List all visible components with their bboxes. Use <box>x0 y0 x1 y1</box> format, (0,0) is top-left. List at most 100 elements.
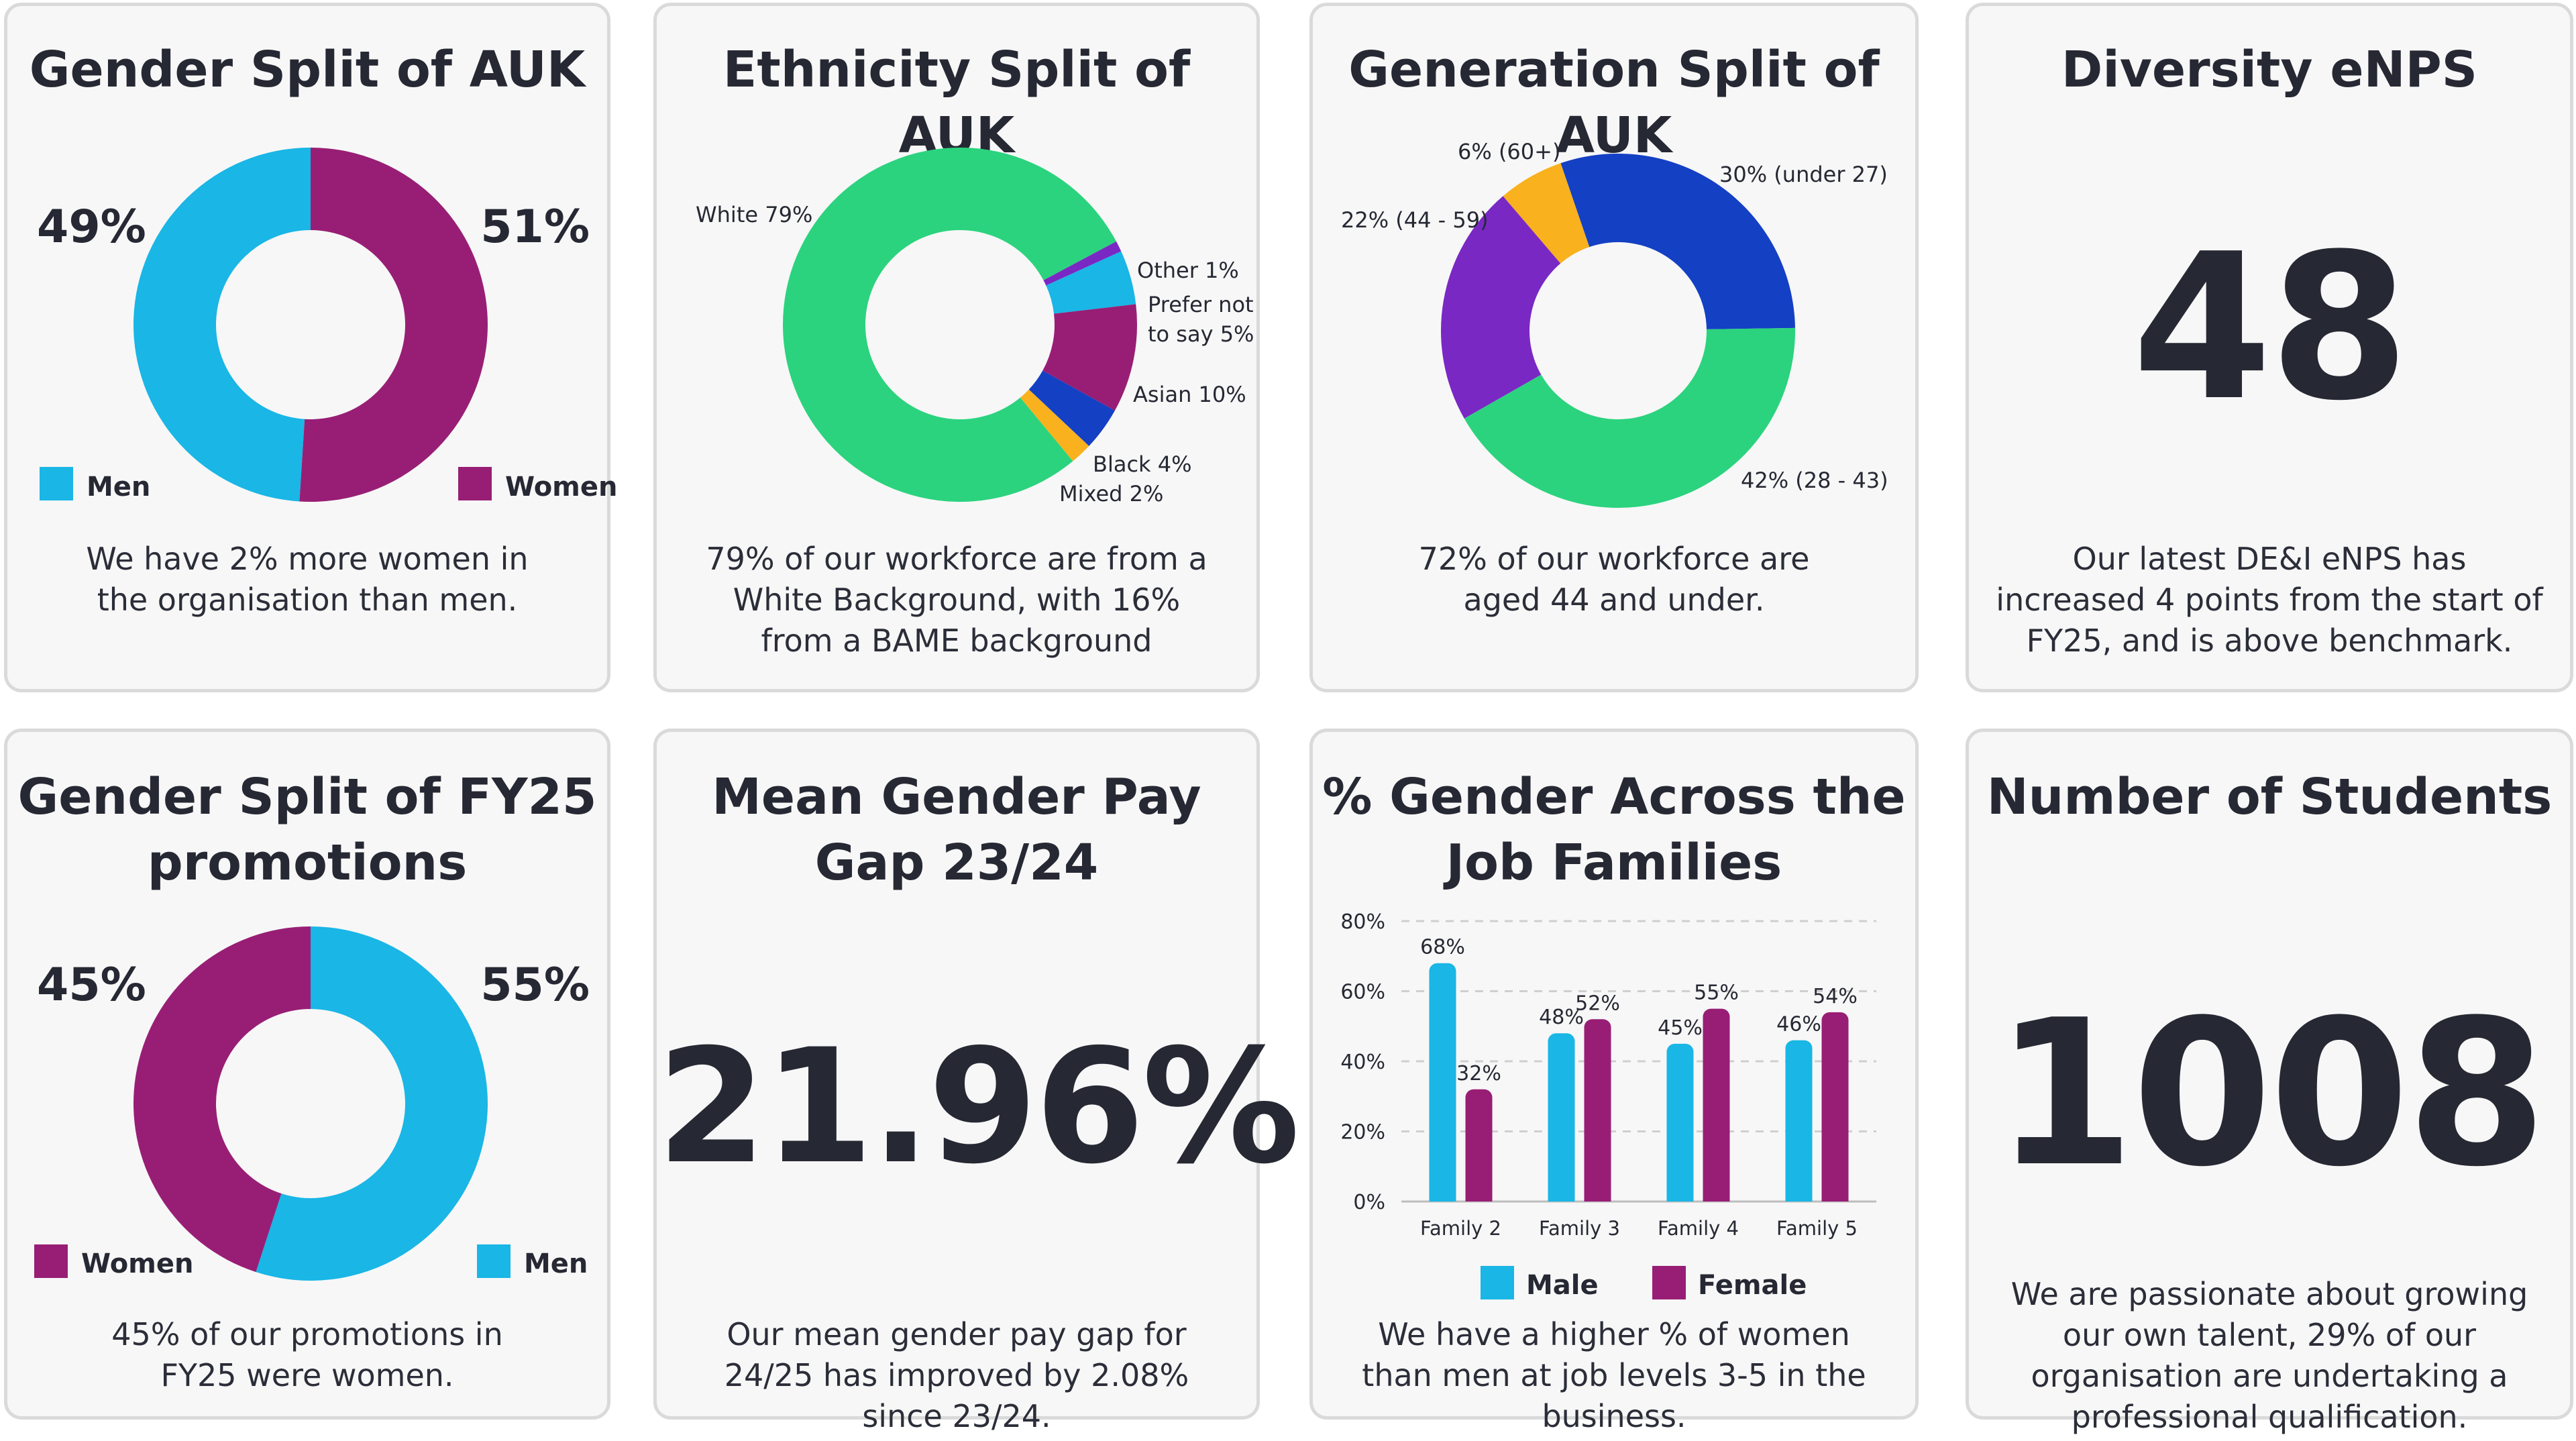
slice-60 <box>1503 163 1590 264</box>
card-number-of-students: Number of Students 1008 We are passionat… <box>1966 729 2573 1435</box>
legend-swatch-female <box>1652 1266 1686 1299</box>
label-44-59: 22% (44 - 59) <box>1341 207 1489 233</box>
bar-female-family-4 <box>1703 1008 1730 1202</box>
data-label-male-family-3: 48% <box>1539 1006 1584 1029</box>
data-label-female-family-3: 52% <box>1575 992 1620 1015</box>
bar-base-female-family-4 <box>1703 1192 1730 1202</box>
data-label-female-family-2: 32% <box>1456 1062 1501 1085</box>
x-tick-label: Family 4 <box>1658 1217 1739 1240</box>
label-60-plus: 6% (60+) <box>1458 139 1560 164</box>
data-label-female-family-5: 54% <box>1813 985 1858 1008</box>
bar-base-male-family-4 <box>1666 1192 1694 1202</box>
legend-label-men: Men <box>87 472 150 502</box>
card-description: Our latest DE&I eNPS has increased 4 poi… <box>1996 541 2543 659</box>
slice-white <box>783 147 1117 502</box>
legend-swatch-women <box>34 1244 68 1278</box>
slice-under-27 <box>1560 154 1795 329</box>
card-gender-split-auk: Gender Split of AUK 49% 51% Men Women We ha… <box>4 3 617 692</box>
legend-label-men: Men <box>524 1248 588 1279</box>
card-description: We have a higher % of women than men at … <box>1362 1316 1866 1434</box>
card-description: We have 2% more women in the organisatio… <box>86 541 529 618</box>
y-tick-label: 20% <box>1340 1121 1385 1144</box>
generation-donut-chart: 30% (under 27) 42% (28 - 43) 22% (44 - 59)… <box>1341 139 1888 509</box>
slice-prefer-not-to-say <box>1046 251 1136 314</box>
card-gender-job-families: % Gender Across the Job Families 0% 20% 40… <box>1309 729 1919 1434</box>
card-title-line-1: Gender Split of FY25 <box>17 768 597 826</box>
label-other: Other 1% <box>1137 258 1239 283</box>
bar-base-female-family-2 <box>1465 1192 1493 1202</box>
label-prefer-not-line-2: to say 5% <box>1148 321 1254 347</box>
label-women-pct: 51% <box>480 201 590 254</box>
card-title: Ethnicity Split of AUK <box>722 41 1191 164</box>
gender-donut-chart: 49% 51% Men Women <box>37 148 617 502</box>
legend-label-male: Male <box>1526 1270 1599 1301</box>
label-black: Black 4% <box>1093 451 1192 477</box>
card-description: 79% of our workforce are from a White Ba… <box>706 541 1208 659</box>
slice-black <box>1028 370 1115 446</box>
bar-male-family-4 <box>1666 1043 1694 1202</box>
slice-mixed <box>1020 389 1089 462</box>
y-tick-label: 0% <box>1353 1191 1385 1214</box>
data-label-male-family-5: 46% <box>1776 1013 1821 1036</box>
slice-asian <box>1042 304 1137 411</box>
bar-male-family-2 <box>1429 963 1456 1202</box>
enps-value: 48 <box>2132 211 2409 445</box>
legend-swatch-male <box>1481 1266 1514 1299</box>
y-tick-label: 60% <box>1340 981 1385 1004</box>
bar-female-family-3 <box>1584 1019 1611 1202</box>
data-label-female-family-4: 55% <box>1694 981 1739 1005</box>
label-mixed: Mixed 2% <box>1059 481 1163 506</box>
legend-label-women: Women <box>505 472 617 502</box>
legend-label-female: Female <box>1698 1270 1807 1301</box>
bar-female-family-2 <box>1465 1089 1493 1202</box>
card-title-line-1: % Gender Across the <box>1322 768 1906 826</box>
bar-base-male-family-5 <box>1785 1192 1813 1202</box>
data-label-male-family-4: 45% <box>1658 1016 1703 1040</box>
card-title-line-2: Job Families <box>1446 834 1782 892</box>
card-title-line-2: promotions <box>147 834 468 892</box>
label-men-pct: 49% <box>37 201 146 254</box>
legend-label-women: Women <box>81 1248 193 1279</box>
card-description: 72% of our workforce are aged 44 and und… <box>1418 541 1810 618</box>
card-mean-gender-pay-gap: Mean Gender Pay Gap 23/24 21.96% Our mea… <box>653 729 1300 1434</box>
card-description: Our mean gender pay gap for 24/25 has im… <box>724 1316 1189 1434</box>
y-tick-label: 80% <box>1340 910 1385 934</box>
legend-swatch-women <box>458 467 492 500</box>
legend-swatch-men <box>40 467 73 500</box>
card-title: Gender Split of AUK <box>29 41 586 99</box>
card-title: Number of Students <box>1986 768 2553 826</box>
promotions-donut-chart: 45% 55% Women Men <box>34 926 590 1281</box>
bar-base-female-family-3 <box>1584 1192 1611 1202</box>
bar-male-family-5 <box>1785 1040 1813 1202</box>
label-28-43: 42% (28 - 43) <box>1741 468 1888 493</box>
label-men-pct: 55% <box>480 959 590 1012</box>
slice-other <box>1043 241 1122 286</box>
card-diversity-enps: Diversity eNPS 48 Our latest DE&I eNPS h… <box>1966 3 2573 692</box>
slice-28-43 <box>1464 327 1795 509</box>
bar-base-female-family-5 <box>1821 1192 1849 1202</box>
data-label-male-family-2: 68% <box>1420 936 1465 959</box>
job-families-bar-chart: 0% 20% 40% 60% 80% 68% 32% Family 2 48%52% Family… <box>1340 910 1876 1301</box>
label-prefer-not-line-1: Prefer not <box>1148 292 1254 317</box>
students-value: 1008 <box>1994 977 2547 1211</box>
card-title-line-1: Mean Gender Pay <box>712 768 1201 826</box>
bar-base-male-family-2 <box>1429 1192 1456 1202</box>
label-white: White 79% <box>696 202 812 227</box>
card-title: Generation Split of AUK <box>1348 41 1880 164</box>
slice-men <box>256 926 488 1281</box>
card-title-line-2: Gap 23/24 <box>814 834 1099 892</box>
card-gender-split-promotions: Gender Split of FY25 promotions 45% 55% Wo… <box>4 729 610 1420</box>
card-generation-split-auk: Generation Split of AUK 30% (under 27) 42… <box>1309 3 1919 692</box>
slice-women <box>133 926 311 1273</box>
legend-swatch-men <box>477 1244 511 1278</box>
card-title: Diversity eNPS <box>2061 41 2478 99</box>
bar-base-male-family-3 <box>1548 1192 1575 1202</box>
bar-male-family-3 <box>1548 1033 1575 1202</box>
label-women-pct: 45% <box>37 959 146 1012</box>
pay-gap-value: 21.96% <box>657 1016 1300 1199</box>
slice-women <box>299 148 488 502</box>
ethnicity-donut-chart: White 79% Other 1% Prefer not to say 5% Asia… <box>696 147 1254 506</box>
y-tick-label: 40% <box>1340 1051 1385 1074</box>
card-description: We are passionate about growing our own … <box>2010 1276 2528 1435</box>
bar-female-family-5 <box>1821 1012 1849 1202</box>
